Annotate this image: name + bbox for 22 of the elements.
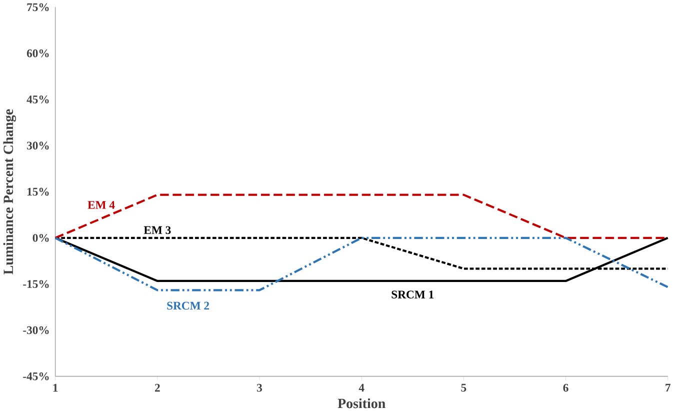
series-label: SRCM 2 xyxy=(167,302,210,310)
y-tick-label: 0% xyxy=(32,234,49,242)
x-tick-label: 1 xyxy=(53,384,58,392)
x-tick-label: 6 xyxy=(563,384,568,392)
y-tick-label: 45% xyxy=(26,95,49,104)
y-tick-label: 30% xyxy=(26,141,49,150)
y-tick-label: -15% xyxy=(23,280,49,288)
x-axis-title: Position xyxy=(338,398,386,408)
x-tick-label: 3 xyxy=(257,384,262,392)
series-label: SRCM 1 xyxy=(392,290,434,298)
y-tick-label: 15% xyxy=(27,188,49,196)
series-label: EM 4 xyxy=(88,200,115,209)
y-tick-label: 75% xyxy=(27,3,49,11)
y-tick-label: 60% xyxy=(26,49,49,58)
x-tick-label: 4 xyxy=(358,384,364,392)
x-tick-label: 5 xyxy=(461,384,466,392)
y-axis-title: Luminance Percent Change xyxy=(3,109,16,274)
series-label: EM 3 xyxy=(144,226,171,234)
x-tick-label: 2 xyxy=(154,384,160,392)
y-tick-label: -30% xyxy=(23,326,49,334)
x-tick-label: 7 xyxy=(666,384,670,392)
y-tick-label: -45% xyxy=(23,372,49,380)
